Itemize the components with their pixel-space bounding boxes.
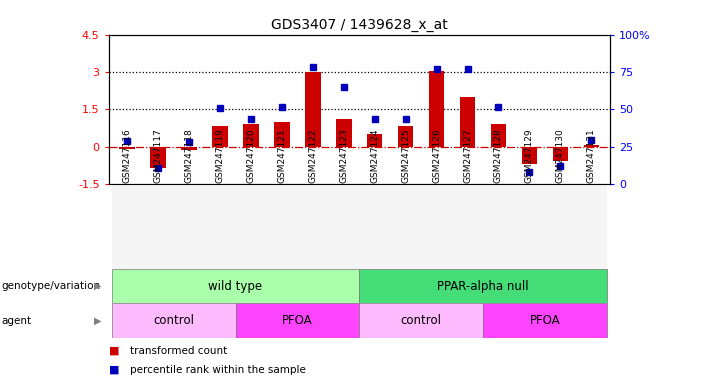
- Text: control: control: [401, 314, 442, 327]
- Bar: [390, 184, 421, 269]
- Bar: [522, 147, 537, 164]
- Bar: [243, 124, 259, 147]
- Bar: [119, 147, 135, 149]
- Text: control: control: [153, 314, 194, 327]
- Text: PFOA: PFOA: [282, 314, 313, 327]
- Text: PPAR-alpha null: PPAR-alpha null: [437, 280, 529, 293]
- Bar: [236, 184, 266, 269]
- Bar: [398, 126, 414, 147]
- Bar: [182, 147, 197, 150]
- Text: percentile rank within the sample: percentile rank within the sample: [130, 364, 306, 375]
- Bar: [111, 269, 360, 303]
- Text: PFOA: PFOA: [529, 314, 560, 327]
- Bar: [205, 184, 236, 269]
- Bar: [514, 184, 545, 269]
- Bar: [360, 303, 483, 338]
- Bar: [483, 184, 514, 269]
- Bar: [360, 184, 390, 269]
- Bar: [328, 184, 359, 269]
- Bar: [111, 184, 143, 269]
- Bar: [583, 145, 599, 147]
- Bar: [111, 303, 236, 338]
- Text: genotype/variation: genotype/variation: [1, 281, 100, 291]
- Bar: [274, 122, 290, 147]
- Bar: [367, 134, 383, 147]
- Bar: [360, 269, 607, 303]
- Text: ■: ■: [109, 364, 119, 375]
- Bar: [297, 184, 328, 269]
- Text: ▶: ▶: [94, 316, 102, 326]
- Bar: [305, 71, 320, 147]
- Bar: [151, 147, 166, 168]
- Text: wild type: wild type: [208, 280, 263, 293]
- Bar: [491, 124, 506, 147]
- Bar: [483, 303, 607, 338]
- Bar: [552, 147, 568, 161]
- Title: GDS3407 / 1439628_x_at: GDS3407 / 1439628_x_at: [271, 18, 448, 32]
- Bar: [236, 303, 360, 338]
- Text: transformed count: transformed count: [130, 346, 227, 356]
- Bar: [545, 184, 576, 269]
- Bar: [266, 184, 297, 269]
- Bar: [336, 119, 351, 147]
- Bar: [429, 71, 444, 147]
- Bar: [576, 184, 607, 269]
- Text: ■: ■: [109, 346, 119, 356]
- Text: agent: agent: [1, 316, 32, 326]
- Bar: [143, 184, 174, 269]
- Text: ▶: ▶: [94, 281, 102, 291]
- Bar: [212, 126, 228, 147]
- Bar: [452, 184, 483, 269]
- Bar: [421, 184, 452, 269]
- Bar: [460, 97, 475, 147]
- Bar: [174, 184, 205, 269]
